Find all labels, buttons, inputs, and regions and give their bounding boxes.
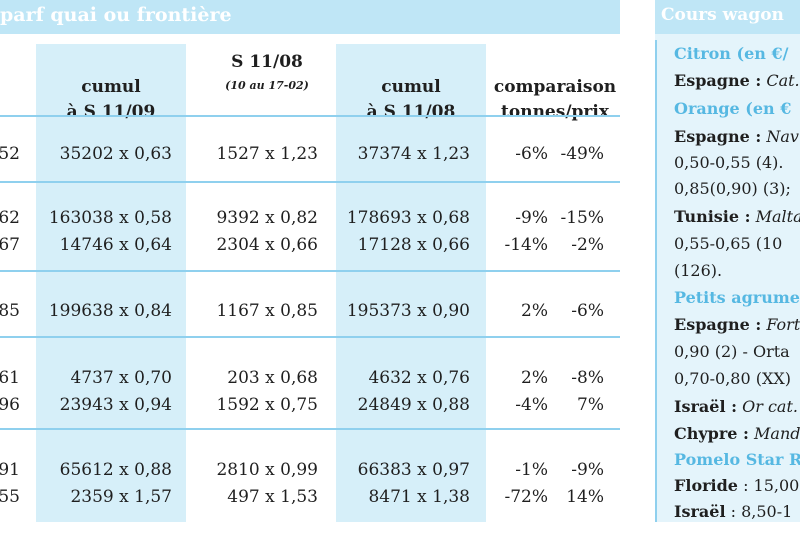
price-line: (126).	[674, 261, 723, 280]
cell-week-2008: 203 x 0,68	[227, 368, 318, 388]
cell-cumul-2009: 23943 x 0,94	[59, 395, 172, 415]
cell-partial: 67	[0, 235, 20, 255]
cell-partial: 96	[0, 395, 20, 415]
price-line: Israël : 8,50-1	[674, 502, 793, 521]
cell-partial: 91	[0, 460, 20, 480]
cell-cumul-2008: 178693 x 0,68	[346, 208, 470, 228]
cell-comparison-price: -8%	[571, 368, 604, 388]
price-line: Espagne : Cat.	[674, 71, 800, 90]
price-section-pomelo: Pomelo Star R	[674, 450, 800, 469]
table-title-banner	[0, 0, 620, 34]
cell-cumul-2008: 17128 x 0,66	[357, 235, 470, 255]
row-divider	[0, 270, 620, 272]
price-line: 0,55-0,65 (10	[674, 234, 783, 253]
cell-comparison-tonnes: -14%	[504, 235, 548, 255]
cell-cumul-2009: 4737 x 0,70	[70, 368, 172, 388]
cell-week-2008: 2810 x 0,99	[216, 460, 318, 480]
cell-partial: 62	[0, 208, 20, 228]
cell-cumul-2008: 24849 x 0,88	[357, 395, 470, 415]
cell-comparison-tonnes: -6%	[515, 144, 548, 164]
column-header-partial: )	[0, 82, 10, 107]
column-header-week-2008: S 11/08 (10 au 17-02)	[202, 50, 332, 93]
price-panel-divider	[655, 40, 657, 522]
price-line: 0,70-0,80 (XX)	[674, 369, 792, 388]
cell-cumul-2008: 195373 x 0,90	[346, 301, 470, 321]
cell-comparison-price: -9%	[571, 460, 604, 480]
column-band-cumul-2009	[36, 44, 186, 522]
cell-cumul-2008: 4632 x 0,76	[368, 368, 470, 388]
cell-week-2008: 497 x 1,53	[227, 487, 318, 507]
table-title: parf quai ou frontière	[0, 4, 232, 26]
price-section-citron: Citron (en €/	[674, 44, 789, 63]
cell-comparison-price: -6%	[571, 301, 604, 321]
column-band-cumul-2008	[336, 44, 486, 522]
price-line: Chypre : Mand	[674, 424, 800, 443]
cell-cumul-2009: 163038 x 0,58	[48, 208, 172, 228]
cell-comparison-tonnes: 2%	[521, 301, 548, 321]
cell-week-2008: 2304 x 0,66	[216, 235, 318, 255]
cell-cumul-2008: 8471 x 1,38	[368, 487, 470, 507]
price-line: 0,85(0,90) (3);	[674, 179, 791, 198]
cell-partial: 85	[0, 301, 20, 321]
cell-comparison-price: 7%	[577, 395, 604, 415]
price-line: Israël : Or cat.	[674, 397, 798, 416]
cell-comparison-tonnes: -72%	[504, 487, 548, 507]
price-panel-title-bar	[655, 0, 800, 34]
column-header-cumul-2008: cumul à S 11/08	[366, 77, 456, 122]
cell-comparison-price: -2%	[571, 235, 604, 255]
column-header-comparison: comparaison tonnes/prix	[493, 77, 617, 122]
price-panel	[655, 0, 800, 522]
cell-week-2008: 9392 x 0,82	[216, 208, 318, 228]
cell-cumul-2009: 14746 x 0,64	[59, 235, 172, 255]
cell-week-2008: 1167 x 0,85	[216, 301, 318, 321]
row-divider	[0, 115, 620, 117]
cell-partial: 61	[0, 368, 20, 388]
cell-comparison-tonnes: -1%	[515, 460, 548, 480]
column-header-week-2008-dates: (10 au 17-02)	[225, 79, 309, 92]
cell-cumul-2009: 2359 x 1,57	[70, 487, 172, 507]
cell-week-2008: 1527 x 1,23	[216, 144, 318, 164]
cell-cumul-2008: 37374 x 1,23	[357, 144, 470, 164]
price-line: Floride : 15,00	[674, 476, 800, 495]
price-section-petits-agrumes: Petits agrume	[674, 288, 800, 307]
cell-comparison-tonnes: -9%	[515, 208, 548, 228]
price-line: Tunisie : Malta	[674, 207, 800, 226]
cell-comparison-tonnes: -4%	[515, 395, 548, 415]
price-line: 0,90 (2) - Orta	[674, 342, 790, 361]
cell-comparison-price: -15%	[560, 208, 604, 228]
price-line: Espagne : Fort	[674, 315, 800, 334]
cell-cumul-2009: 65612 x 0,88	[59, 460, 172, 480]
column-header-cumul-2009: cumul à S 11/09	[66, 77, 156, 122]
price-panel-title: Cours wagon	[661, 5, 784, 25]
cell-comparison-price: 14%	[566, 487, 604, 507]
row-divider	[0, 336, 620, 338]
cell-partial: 55	[0, 487, 20, 507]
row-divider	[0, 181, 620, 183]
cell-comparison-tonnes: 2%	[521, 368, 548, 388]
cell-comparison-price: -49%	[560, 144, 604, 164]
cell-cumul-2009: 199638 x 0,84	[48, 301, 172, 321]
cell-partial: 52	[0, 144, 20, 164]
cell-week-2008: 1592 x 0,75	[216, 395, 318, 415]
price-section-orange: Orange (en €	[674, 99, 792, 118]
price-line: 0,50-0,55 (4).	[674, 153, 784, 172]
cell-cumul-2009: 35202 x 0,63	[59, 144, 172, 164]
price-line: Espagne : Nav	[674, 127, 799, 146]
cell-cumul-2008: 66383 x 0,97	[357, 460, 470, 480]
row-divider	[0, 428, 620, 430]
